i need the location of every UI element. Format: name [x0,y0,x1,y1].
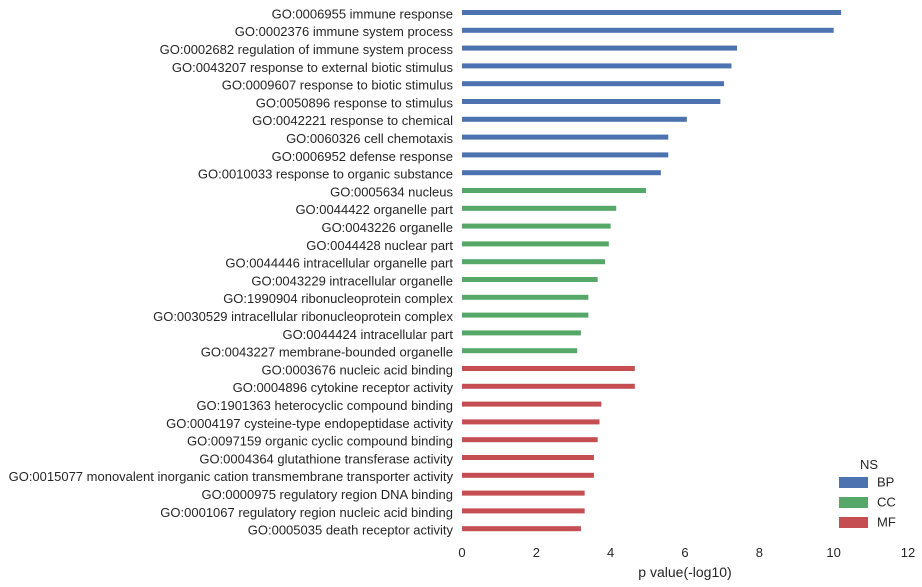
category-label: GO:0005035 death receptor activity [248,523,454,538]
bars-group [462,10,842,532]
bar-mf [462,383,635,389]
category-label: GO:0044428 nuclear part [306,238,453,253]
category-label: GO:0005634 nucleus [330,184,453,199]
x-axis-label: p value(-log10) [638,564,731,580]
x-tick-label: 8 [756,545,763,560]
x-tick-label: 6 [681,545,688,560]
category-label: GO:0044446 intracellular organelle part [225,256,453,271]
bar-bp [462,134,669,140]
bar-cc [462,312,589,318]
bar-mf [462,472,594,478]
bar-cc [462,348,578,354]
legend: NS BP CC MF [839,457,896,529]
category-labels: GO:0006955 immune response GO:0002376 imm… [9,6,454,537]
category-label: GO:0030529 intracellular ribonucleoprote… [153,309,453,324]
bar-cc [462,241,609,247]
x-tick-labels: 0 2 4 6 8 10 12 [458,545,915,560]
bar-bp [462,10,842,15]
bar-bp [462,81,725,87]
bar-bp [462,99,721,104]
bar-mf [462,437,598,443]
bar-bp [462,170,661,176]
category-label: GO:0009607 response to biotic stimulus [222,78,454,93]
bar-cc [462,188,646,193]
legend-swatch-bp [839,477,868,488]
bar-bp [462,152,669,158]
bar-bp [462,45,738,51]
bar-bp [462,116,687,122]
bar-mf [462,526,581,532]
category-label: GO:0004197 cysteine-type endopeptidase a… [166,416,453,431]
category-label: GO:0002376 immune system process [235,24,454,39]
bar-cc [462,205,617,211]
legend-title: NS [860,457,878,472]
category-label: GO:1990904 ribonucleoprotein complex [223,291,453,306]
x-tick-label: 0 [458,545,465,560]
bar-mf [462,490,585,496]
category-label: GO:0044422 organelle part [295,202,453,217]
bar-bp [462,63,732,69]
bar-mf [462,455,594,460]
category-label: GO:0004896 cytokine receptor activity [233,380,454,395]
x-tick-label: 2 [533,545,540,560]
bar-mf [462,419,600,425]
bar-cc [462,259,606,265]
category-label: GO:0043207 response to external biotic s… [172,60,454,75]
category-label: GO:0000975 regulatory region DNA binding [202,487,454,502]
legend-label-bp: BP [877,474,894,489]
category-label: GO:0001067 regulatory region nucleic aci… [160,505,453,520]
category-label: GO:0097159 organic cyclic compound bindi… [187,434,453,449]
bar-mf [462,366,635,371]
category-label: GO:0043229 intracellular organelle [251,273,453,288]
category-label: GO:0050896 response to stimulus [256,95,454,110]
legend-swatch-cc [839,497,868,508]
category-label: GO:0002682 regulation of immune system p… [160,42,454,57]
category-label: GO:0043226 organelle [321,220,453,235]
category-label: GO:0043227 membrane-bounded organelle [201,345,453,360]
category-label: GO:0044424 intracellular part [282,327,453,342]
category-label: GO:0006952 defense response [272,149,453,164]
category-label: GO:0042221 response to chemical [252,113,453,128]
category-label: GO:0015077 monovalent inorganic cation t… [9,469,454,484]
category-label: GO:0010033 response to organic substance [198,167,453,182]
bar-mf [462,401,602,407]
category-label: GO:1901363 heterocyclic compound binding [196,398,453,413]
bar-cc [462,223,611,229]
legend-label-cc: CC [877,494,896,509]
bar-cc [462,330,581,336]
x-tick-label: 10 [826,545,840,560]
category-label: GO:0004364 glutathione transferase activ… [199,451,453,466]
category-label: GO:0003676 nucleic acid binding [261,362,453,377]
bar-mf [462,508,585,514]
legend-swatch-mf [839,517,868,528]
category-label: GO:0060326 cell chemotaxis [286,131,453,146]
x-tick-label: 4 [607,545,614,560]
x-tick-label: 12 [901,545,915,560]
bar-cc [462,277,598,282]
bar-cc [462,294,589,300]
legend-label-mf: MF [877,514,896,529]
category-label: GO:0006955 immune response [272,6,453,21]
bar-bp [462,27,834,33]
